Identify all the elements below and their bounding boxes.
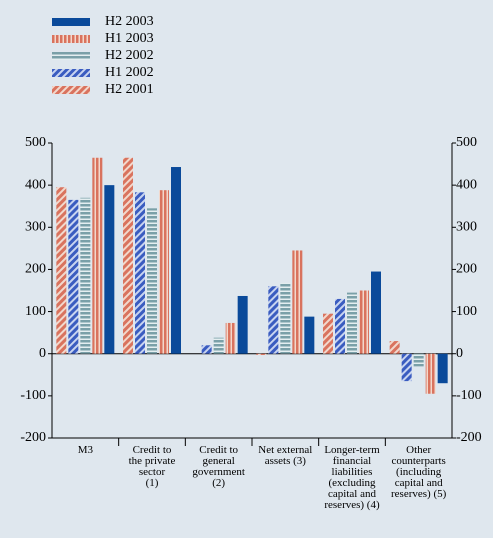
- y-tick-label: 100: [25, 304, 46, 319]
- bar: [371, 271, 381, 354]
- legend-label: H1 2002: [105, 65, 154, 80]
- bar: [171, 167, 181, 354]
- bar: [304, 316, 315, 354]
- bar: [335, 298, 345, 354]
- bar: [268, 286, 279, 354]
- bar: [80, 197, 91, 354]
- y2-tick-label: -100: [456, 388, 482, 403]
- legend-swatch: [52, 35, 90, 43]
- bar: [425, 353, 436, 394]
- bar: [135, 192, 145, 354]
- bar: [347, 292, 357, 354]
- bar: [401, 353, 412, 382]
- y-tick-label: 400: [25, 177, 46, 192]
- bar: [389, 341, 400, 354]
- bar: [68, 199, 79, 354]
- y-tick-label: 0: [39, 346, 46, 361]
- x-tick-label: Other counterparts (including capital and re…: [391, 444, 447, 500]
- bar: [213, 337, 224, 354]
- y-tick-label: -200: [20, 430, 46, 445]
- x-tick-label: Credit to general government (2): [192, 444, 245, 489]
- bar: [237, 295, 248, 354]
- bar: [159, 190, 169, 354]
- y-tick-label: 300: [25, 220, 46, 235]
- legend-swatch: [52, 69, 90, 77]
- legend-swatch: [52, 52, 90, 60]
- x-tick-label: Longer-term financial liabilities (excludin…: [324, 444, 380, 511]
- y2-tick-label: 400: [456, 177, 477, 192]
- bar: [225, 322, 236, 354]
- y2-tick-label: 300: [456, 220, 477, 235]
- bar: [201, 345, 212, 354]
- legend-swatch: [52, 86, 90, 94]
- legend-label: H2 2003: [105, 14, 154, 29]
- y2-tick-label: 500: [456, 135, 477, 150]
- y2-tick-label: 0: [456, 346, 463, 361]
- legend-swatch: [52, 18, 90, 26]
- legend-label: H1 2003: [105, 31, 154, 46]
- bar: [413, 353, 424, 367]
- bar: [104, 185, 115, 354]
- x-tick-label: M3: [78, 444, 94, 456]
- bar: [280, 282, 291, 354]
- y2-tick-label: 200: [456, 262, 477, 277]
- y2-tick-label: -200: [456, 430, 482, 445]
- bar: [359, 290, 369, 354]
- bar: [147, 208, 157, 354]
- y2-tick-label: 100: [456, 304, 477, 319]
- bar: [323, 313, 333, 354]
- bar: [256, 353, 267, 355]
- bar: [437, 353, 448, 384]
- bar: [56, 187, 67, 354]
- x-tick-label: Net external assets (3): [258, 444, 312, 467]
- legend-label: H2 2002: [105, 48, 154, 63]
- y-tick-label: 500: [25, 135, 46, 150]
- x-tick-label: Credit to the private sector (1): [129, 444, 176, 489]
- bar: [123, 157, 133, 354]
- bar: [92, 157, 103, 354]
- y-tick-label: 200: [25, 262, 46, 277]
- bar: [292, 250, 303, 354]
- y-tick-label: -100: [20, 388, 46, 403]
- legend-label: H2 2001: [105, 82, 154, 97]
